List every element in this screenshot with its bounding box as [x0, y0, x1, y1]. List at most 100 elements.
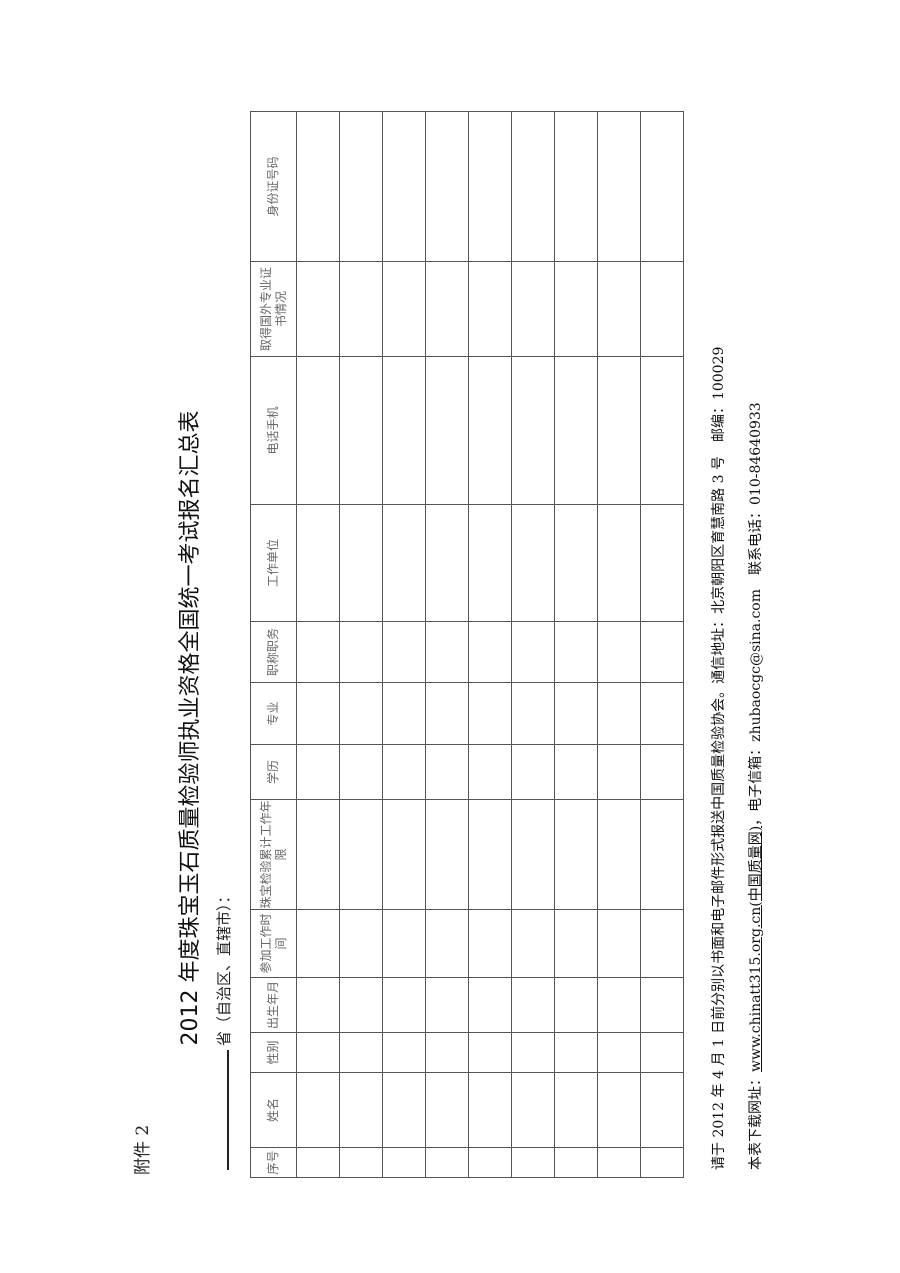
table-cell	[554, 504, 598, 622]
column-header: 性别	[250, 1032, 297, 1073]
table-cell	[339, 356, 383, 505]
phone-label: 联系电话：	[748, 505, 764, 589]
column-header: 身份证号码	[250, 111, 297, 262]
download-link[interactable]: www.chinatt315.org.cn(中国质量网)	[748, 825, 764, 1072]
table-cell	[640, 1147, 684, 1178]
table-cell	[382, 621, 426, 683]
table-cell	[468, 1072, 512, 1148]
table-cell	[339, 744, 383, 800]
table-cell	[554, 621, 598, 683]
table-cell	[597, 356, 641, 505]
table-row	[597, 111, 641, 1178]
table-cell	[425, 261, 469, 357]
table-cell	[382, 909, 426, 978]
table-cell	[597, 909, 641, 978]
column-header: 珠宝检验累计工作年限	[250, 799, 297, 910]
table-cell	[296, 977, 340, 1033]
table-cell	[597, 682, 641, 745]
column-header: 学历	[250, 744, 297, 800]
table-cell	[339, 1032, 383, 1073]
table-cell	[382, 744, 426, 800]
table-cell	[382, 1147, 426, 1178]
table-cell	[425, 356, 469, 505]
table-row	[640, 111, 684, 1178]
attachment-label: 附件 2	[133, 1124, 153, 1175]
table-cell	[640, 111, 684, 262]
table-cell	[339, 682, 383, 745]
table-cell	[511, 1032, 555, 1073]
table-cell	[511, 799, 555, 910]
table-cell	[554, 744, 598, 800]
table-cell	[468, 1147, 512, 1178]
table-cell	[511, 111, 555, 262]
province-label: 省（自治区、直辖市）：	[215, 888, 233, 1046]
table-cell	[597, 261, 641, 357]
table-cell	[511, 977, 555, 1033]
table-cell	[382, 356, 426, 505]
table-cell	[554, 799, 598, 910]
table-cell	[339, 504, 383, 622]
table-cell	[640, 621, 684, 683]
table-cell	[339, 621, 383, 683]
table-cell	[640, 977, 684, 1033]
table-cell	[468, 977, 512, 1033]
table-cell	[511, 1147, 555, 1178]
table-cell	[382, 504, 426, 622]
table-cell	[339, 977, 383, 1033]
table-cell	[339, 909, 383, 978]
table-cell	[468, 504, 512, 622]
table-cell	[296, 1032, 340, 1073]
table-cell	[468, 356, 512, 505]
table-cell	[468, 909, 512, 978]
table-cell	[640, 356, 684, 505]
table-cell	[339, 1147, 383, 1178]
province-blank	[227, 1050, 229, 1170]
table-cell	[425, 1032, 469, 1073]
table-cell	[511, 744, 555, 800]
table-cell	[382, 1072, 426, 1148]
table-cell	[640, 261, 684, 357]
table-cell	[554, 909, 598, 978]
column-header: 工作单位	[250, 504, 297, 622]
table-cell	[339, 1072, 383, 1148]
table-cell	[597, 621, 641, 683]
table-cell	[296, 744, 340, 800]
table-cell	[296, 111, 340, 262]
table-cell	[425, 111, 469, 262]
table-cell	[382, 682, 426, 745]
table-cell	[511, 682, 555, 745]
table-cell	[640, 909, 684, 978]
table-cell	[597, 1032, 641, 1073]
table-cell	[511, 261, 555, 357]
column-header: 职称职务	[250, 621, 297, 683]
table-cell	[339, 111, 383, 262]
table-row	[554, 111, 598, 1178]
table-cell	[296, 682, 340, 745]
table-cell	[425, 1072, 469, 1148]
page-title: 2012 年度珠宝玉石质量检验师执业资格全国统一考试报名汇总表	[178, 410, 203, 1046]
table-cell	[554, 1147, 598, 1178]
footer-contact: 本表下载网址：www.chinatt315.org.cn(中国质量网)，电子信箱…	[745, 402, 765, 1170]
table-cell	[468, 682, 512, 745]
table-cell	[554, 1072, 598, 1148]
table-cell	[554, 111, 598, 262]
table-cell	[640, 799, 684, 910]
table-cell	[511, 356, 555, 505]
table-cell	[640, 682, 684, 745]
table-cell	[296, 504, 340, 622]
table-cell	[468, 261, 512, 357]
table-cell	[382, 261, 426, 357]
table-cell	[468, 744, 512, 800]
province-line: 省（自治区、直辖市）：	[213, 888, 234, 1170]
table-cell	[640, 1032, 684, 1073]
table-cell	[597, 111, 641, 262]
table-cell	[339, 799, 383, 910]
table-cell	[296, 1147, 340, 1178]
column-header: 姓名	[250, 1072, 297, 1148]
column-header: 序号	[250, 1147, 297, 1178]
column-header: 专业	[250, 682, 297, 745]
table-cell	[382, 799, 426, 910]
table-cell	[425, 504, 469, 622]
table-cell	[640, 744, 684, 800]
